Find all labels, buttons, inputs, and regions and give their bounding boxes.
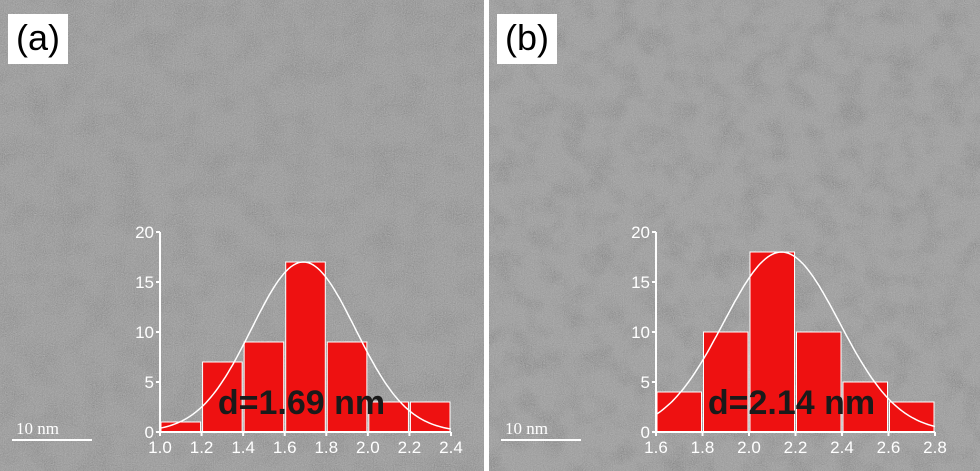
x-tick-label: 2.2 — [784, 438, 808, 457]
histogram-bar — [243, 341, 285, 433]
x-tick-label: 2.6 — [877, 438, 901, 457]
y-tick-label: 0 — [145, 423, 154, 442]
histogram-bar — [749, 251, 795, 433]
x-tick-label: 1.8 — [314, 438, 338, 457]
histogram-bar — [285, 261, 326, 433]
tem-panel-b: 0 5 10 15 20 1.6 1.8 2.0 2.2 2.4 2.6 2.8 d=2.14 nm (… — [489, 0, 980, 471]
y-tick-label: 5 — [641, 373, 650, 392]
scale-bar-label-b: 10 nm — [505, 419, 548, 438]
gaussian-fit-curve — [655, 251, 936, 428]
mean-diameter-annotation: d=2.14 nm — [708, 384, 875, 422]
size-histogram-a: 0 5 10 15 20 1.0 1.2 1.4 1.6 1.8 2.0 2.2 2.4 d=1.69 n… — [135, 223, 463, 457]
panel-label-a: (a) — [8, 14, 68, 64]
y-tick-label: 10 — [631, 323, 650, 342]
x-tick-label: 1.4 — [231, 438, 255, 457]
y-tick-label: 5 — [145, 373, 154, 392]
histogram-bar — [656, 391, 702, 433]
scale-bar-b — [501, 439, 581, 441]
scale-bar-a — [12, 439, 92, 441]
histogram-bar — [796, 331, 842, 433]
x-tick-label: 1.6 — [273, 438, 297, 457]
panel-divider — [484, 0, 489, 471]
x-tick-label: 2.8 — [923, 438, 947, 457]
histogram-bar — [368, 401, 409, 433]
size-histogram-b: 0 5 10 15 20 1.6 1.8 2.0 2.2 2.4 2.6 2.8 d=2.14 nm — [631, 223, 947, 457]
x-tick-label: 1.2 — [190, 438, 214, 457]
y-tick-label: 0 — [641, 423, 650, 442]
y-tick-label: 15 — [135, 273, 154, 292]
x-tick-label: 2.0 — [737, 438, 761, 457]
x-tick-label: 2.4 — [439, 438, 463, 457]
y-tick-label: 20 — [135, 223, 154, 242]
histogram-bar — [202, 361, 243, 433]
panel-label-b: (b) — [497, 14, 557, 64]
gaussian-fit-curve — [159, 261, 452, 430]
x-tick-label: 1.0 — [148, 438, 172, 457]
tem-panel-a: 0 5 10 15 20 1.0 1.2 1.4 1.6 1.8 2.0 2.2 2.4 d=1.69 n… — [0, 0, 484, 471]
histogram-bar — [703, 331, 749, 433]
x-tick-label: 2.0 — [356, 438, 380, 457]
y-tick-label: 20 — [631, 223, 650, 242]
x-tick-label: 2.2 — [398, 438, 422, 457]
tem-image-a — [0, 0, 484, 471]
x-tick-label: 1.8 — [691, 438, 715, 457]
mean-diameter-annotation: d=1.69 nm — [218, 384, 385, 422]
x-tick-label: 1.6 — [644, 438, 668, 457]
y-tick-label: 15 — [631, 273, 650, 292]
scale-bar-label-a: 10 nm — [16, 419, 59, 438]
y-tick-label: 10 — [135, 323, 154, 342]
histogram-bar — [326, 341, 368, 433]
x-tick-label: 2.4 — [830, 438, 854, 457]
